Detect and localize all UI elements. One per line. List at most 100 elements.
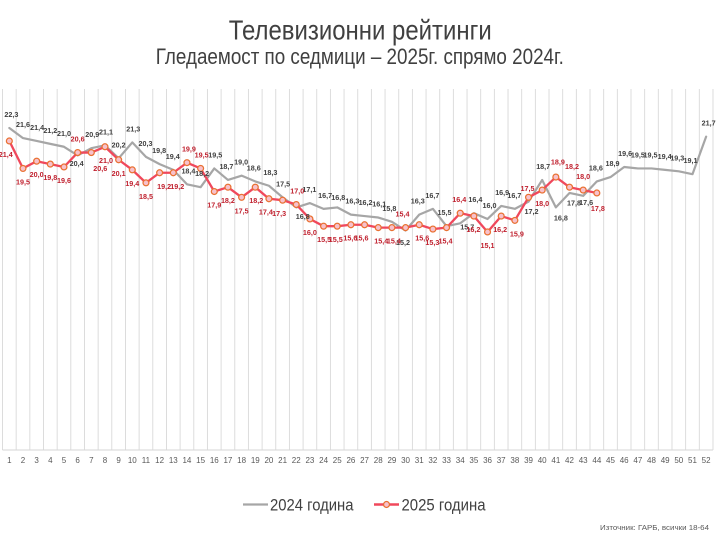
svg-text:15,4: 15,4 [387,237,401,246]
svg-text:19,3: 19,3 [670,153,684,162]
svg-text:33: 33 [442,456,451,465]
svg-text:27: 27 [360,456,369,465]
svg-text:49: 49 [661,456,670,465]
svg-text:18,5: 18,5 [139,192,153,201]
svg-text:15,7: 15,7 [460,222,474,231]
svg-text:15,2: 15,2 [396,238,410,247]
svg-text:19,4: 19,4 [125,179,139,188]
svg-text:20: 20 [264,456,273,465]
svg-text:16,1: 16,1 [372,200,386,209]
svg-text:40: 40 [538,456,547,465]
svg-text:11: 11 [142,456,151,465]
svg-text:15,9: 15,9 [510,229,524,238]
svg-text:50: 50 [674,456,683,465]
svg-text:29: 29 [387,456,396,465]
svg-text:21,7: 21,7 [702,119,716,128]
svg-text:2: 2 [21,456,26,465]
svg-text:16,3: 16,3 [345,197,359,206]
svg-text:16,8: 16,8 [331,193,345,202]
svg-text:21,4: 21,4 [30,123,44,132]
svg-text:38: 38 [510,456,519,465]
svg-text:18: 18 [237,456,246,465]
svg-text:44: 44 [592,456,601,465]
svg-text:19: 19 [251,456,260,465]
svg-text:15,5: 15,5 [329,235,343,244]
svg-text:16: 16 [210,456,219,465]
svg-text:15,5: 15,5 [438,208,452,217]
svg-text:4: 4 [48,456,53,465]
svg-text:19,2: 19,2 [170,182,184,191]
svg-text:36: 36 [483,456,492,465]
svg-text:19,1: 19,1 [683,156,697,165]
svg-text:13: 13 [169,456,178,465]
svg-text:21: 21 [278,456,287,465]
svg-text:41: 41 [551,456,560,465]
svg-text:14: 14 [182,456,191,465]
svg-text:17,6: 17,6 [579,198,593,207]
svg-text:16,4: 16,4 [452,195,466,204]
svg-text:17,4: 17,4 [259,208,273,217]
svg-text:17,1: 17,1 [302,185,316,194]
svg-text:17,8: 17,8 [591,204,605,213]
svg-text:15,3: 15,3 [425,238,439,247]
svg-text:18,6: 18,6 [247,163,261,172]
svg-text:15,4: 15,4 [396,210,410,219]
svg-text:16,2: 16,2 [466,225,480,234]
svg-text:22: 22 [292,456,301,465]
svg-text:18,2: 18,2 [221,196,235,205]
svg-text:17,5: 17,5 [276,179,290,188]
svg-text:18,6: 18,6 [589,163,603,172]
svg-text:16,0: 16,0 [483,201,497,210]
svg-text:16,7: 16,7 [425,191,439,200]
svg-text:43: 43 [579,456,588,465]
svg-text:15,4: 15,4 [439,237,453,246]
svg-text:20,9: 20,9 [85,130,99,139]
svg-text:45: 45 [606,456,615,465]
svg-text:21,3: 21,3 [126,124,140,133]
svg-text:6: 6 [75,456,80,465]
svg-text:21,0: 21,0 [99,156,113,165]
svg-text:19,2: 19,2 [157,182,171,191]
svg-text:20,3: 20,3 [138,139,152,148]
svg-text:3: 3 [34,456,39,465]
svg-text:19,4: 19,4 [658,152,672,161]
svg-text:18,0: 18,0 [535,199,549,208]
svg-text:18,3: 18,3 [263,168,277,177]
svg-text:21,6: 21,6 [16,120,30,129]
svg-text:17,3: 17,3 [272,209,286,218]
svg-text:16,2: 16,2 [359,198,373,207]
svg-text:16,7: 16,7 [507,191,521,200]
svg-text:16,7: 16,7 [318,191,332,200]
svg-text:Гледаемост по седмици – 2025г.: Гледаемост по седмици – 2025г. спрямо 20… [156,44,564,69]
svg-text:19,6: 19,6 [618,149,632,158]
svg-text:15: 15 [196,456,205,465]
svg-text:19,8: 19,8 [43,173,57,182]
svg-text:16,3: 16,3 [411,197,425,206]
svg-text:16,2: 16,2 [493,225,507,234]
svg-text:15,8: 15,8 [382,204,396,213]
svg-text:5: 5 [62,456,67,465]
svg-text:19,0: 19,0 [234,158,248,167]
svg-text:46: 46 [620,456,629,465]
svg-text:16,8: 16,8 [554,213,568,222]
svg-text:20,6: 20,6 [71,135,85,144]
svg-text:30: 30 [401,456,410,465]
svg-text:19,5: 19,5 [208,150,222,159]
svg-text:8: 8 [103,456,108,465]
svg-text:12: 12 [155,456,164,465]
svg-text:39: 39 [524,456,533,465]
svg-text:16,0: 16,0 [303,228,317,237]
svg-text:52: 52 [702,456,711,465]
svg-text:17,9: 17,9 [207,201,221,210]
svg-text:Телевизионни рейтинги: Телевизионни рейтинги [229,15,492,46]
svg-text:19,5: 19,5 [643,150,657,159]
svg-text:47: 47 [633,456,642,465]
svg-text:21,0: 21,0 [57,129,71,138]
svg-text:19,5: 19,5 [195,150,209,159]
svg-text:17,5: 17,5 [521,184,535,193]
svg-text:20,6: 20,6 [93,164,107,173]
svg-text:25: 25 [333,456,342,465]
svg-text:19,6: 19,6 [57,176,71,185]
svg-text:19,9: 19,9 [182,145,196,154]
svg-text:18,2: 18,2 [195,169,209,178]
